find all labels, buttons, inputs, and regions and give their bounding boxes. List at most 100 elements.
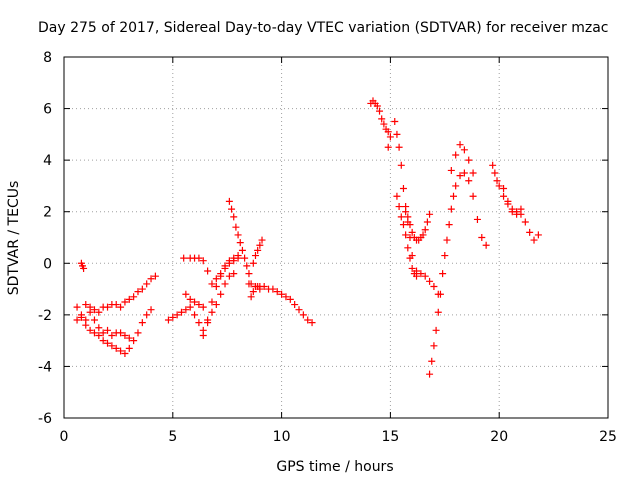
data-point xyxy=(500,185,508,193)
data-point xyxy=(278,290,286,298)
series-arc-12 xyxy=(245,280,264,301)
data-point xyxy=(125,295,133,303)
data-point xyxy=(460,146,468,154)
data-point xyxy=(393,192,401,200)
data-point xyxy=(269,285,277,293)
data-point xyxy=(108,342,116,350)
y-tick-label: -4 xyxy=(38,359,52,375)
data-point xyxy=(249,288,257,296)
data-point xyxy=(121,298,129,306)
data-point xyxy=(180,254,188,262)
data-point xyxy=(391,117,399,125)
data-point xyxy=(212,282,220,290)
data-point xyxy=(299,311,307,319)
series-arc-14 xyxy=(384,143,392,151)
data-point xyxy=(164,316,172,324)
data-point xyxy=(182,290,190,298)
data-point xyxy=(395,203,403,211)
data-point xyxy=(169,313,177,321)
data-point xyxy=(90,316,98,324)
data-point xyxy=(469,192,477,200)
data-point xyxy=(221,280,229,288)
data-point xyxy=(530,236,538,244)
data-point xyxy=(421,226,429,234)
series-arc-16 xyxy=(393,192,421,280)
data-point xyxy=(147,306,155,314)
data-point xyxy=(178,308,186,316)
data-point xyxy=(208,298,216,306)
data-point xyxy=(465,156,473,164)
data-point xyxy=(408,228,416,236)
y-tick-label: 8 xyxy=(43,50,52,66)
data-point xyxy=(182,306,190,314)
data-point xyxy=(428,357,436,365)
data-point xyxy=(199,331,207,339)
data-point xyxy=(217,270,225,278)
y-tick-label: 4 xyxy=(43,153,52,169)
data-point xyxy=(95,324,103,332)
data-point xyxy=(195,301,203,309)
series-arc-9 xyxy=(225,197,253,278)
data-point xyxy=(445,221,453,229)
data-point xyxy=(125,334,133,342)
data-point xyxy=(230,254,238,262)
data-point xyxy=(247,293,255,301)
data-point xyxy=(204,319,212,327)
data-point xyxy=(204,267,212,275)
series-arc-4 xyxy=(82,308,133,342)
data-point xyxy=(447,166,455,174)
data-point xyxy=(423,218,431,226)
series-arc-6 xyxy=(182,290,207,311)
data-point xyxy=(186,303,194,311)
data-point xyxy=(469,169,477,177)
data-point xyxy=(443,236,451,244)
data-point xyxy=(408,264,416,272)
data-point xyxy=(234,252,242,260)
data-point xyxy=(125,344,133,352)
data-point xyxy=(426,210,434,218)
data-point xyxy=(212,301,220,309)
data-point xyxy=(147,275,155,283)
x-tick-label: 5 xyxy=(168,429,177,445)
data-point xyxy=(404,244,412,252)
data-point xyxy=(273,288,281,296)
x-tick-label: 20 xyxy=(490,429,508,445)
data-point xyxy=(406,254,414,262)
data-point xyxy=(225,197,233,205)
data-point xyxy=(108,331,116,339)
data-point xyxy=(413,272,421,280)
data-point xyxy=(117,347,125,355)
data-point xyxy=(426,370,434,378)
series-arc-3 xyxy=(73,303,155,358)
data-point xyxy=(482,241,490,249)
series-arc-2 xyxy=(73,272,159,324)
data-point xyxy=(450,192,458,200)
series-arc-20 xyxy=(489,161,542,244)
data-point xyxy=(495,182,503,190)
data-point xyxy=(138,319,146,327)
data-point xyxy=(417,270,425,278)
data-point xyxy=(380,120,388,128)
data-point xyxy=(225,272,233,280)
data-point xyxy=(460,169,468,177)
data-point xyxy=(95,308,103,316)
series-arc-7 xyxy=(180,252,242,288)
data-point xyxy=(402,208,410,216)
data-point xyxy=(376,107,384,115)
data-point xyxy=(260,282,268,290)
data-point xyxy=(456,172,464,180)
data-point xyxy=(104,326,112,334)
data-point xyxy=(282,293,290,301)
data-point xyxy=(121,331,129,339)
data-point xyxy=(504,197,512,205)
data-point xyxy=(134,329,142,337)
data-point xyxy=(90,306,98,314)
y-tick-label: 6 xyxy=(43,102,52,118)
data-point xyxy=(436,290,444,298)
data-point xyxy=(452,151,460,159)
data-points xyxy=(73,97,542,378)
data-point xyxy=(521,218,529,226)
y-axis-tick-labels: -6 -4 -2 0 2 4 6 8 xyxy=(38,50,52,427)
data-point xyxy=(384,143,392,151)
data-point xyxy=(82,316,90,324)
